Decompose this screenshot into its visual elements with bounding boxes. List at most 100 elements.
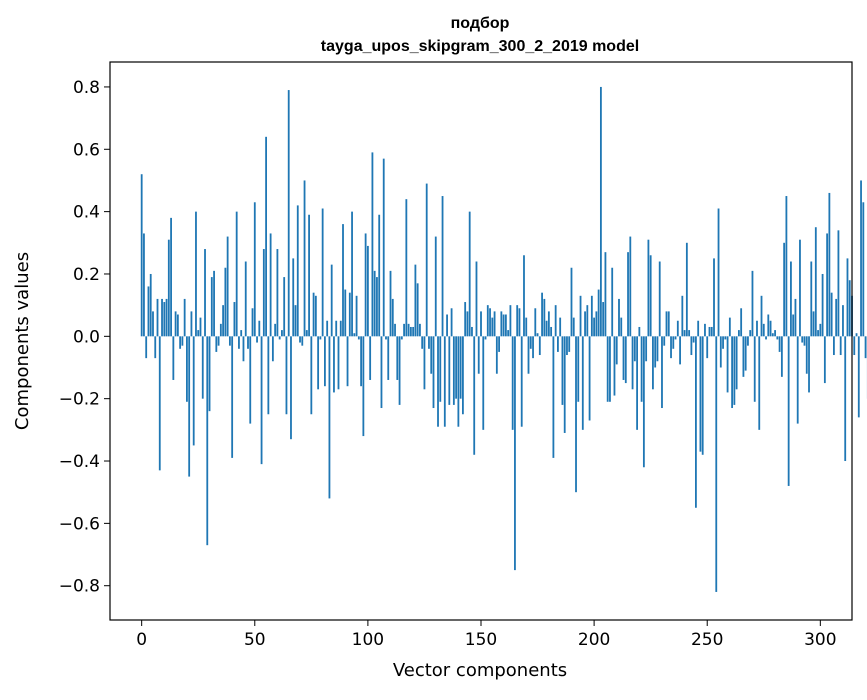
- bar-240: [684, 330, 686, 336]
- bar-106: [381, 336, 383, 408]
- y-tick-label: −0.2: [59, 390, 100, 410]
- bar-12: [168, 240, 170, 337]
- bar-271: [754, 336, 756, 401]
- bar-263: [736, 336, 738, 389]
- bar-229: [659, 262, 661, 337]
- y-tick-label: −0.6: [59, 514, 100, 534]
- bar-204: [602, 302, 604, 336]
- bar-297: [813, 311, 815, 336]
- bar-10: [163, 302, 165, 336]
- bar-287: [790, 262, 792, 337]
- bar-217: [632, 336, 634, 389]
- bar-126: [426, 184, 428, 337]
- bar-172: [530, 336, 532, 348]
- bar-1: [143, 233, 145, 336]
- bar-248: [702, 336, 704, 454]
- bar-20: [186, 336, 188, 401]
- bar-254: [715, 336, 717, 592]
- bar-284: [783, 243, 785, 337]
- bar-225: [650, 255, 652, 336]
- bar-299: [817, 330, 819, 336]
- bar-267: [745, 336, 747, 370]
- y-tick-label: 0.2: [73, 265, 100, 285]
- bar-196: [584, 311, 586, 336]
- bar-99: [365, 233, 367, 336]
- bar-137: [451, 308, 453, 336]
- bar-286: [788, 336, 790, 486]
- bar-220: [638, 327, 640, 336]
- bar-174: [534, 308, 536, 336]
- bar-268: [747, 336, 749, 345]
- plot-frame: [110, 62, 852, 620]
- bar-151: [482, 336, 484, 430]
- bar-43: [238, 336, 240, 348]
- bar-65: [288, 90, 290, 336]
- bar-255: [718, 209, 720, 337]
- bar-66: [290, 336, 292, 439]
- bar-253: [713, 258, 715, 336]
- bar-168: [521, 336, 523, 426]
- bar-261: [731, 336, 733, 408]
- bar-270: [752, 271, 754, 336]
- bar-112: [394, 324, 396, 336]
- bar-91: [347, 336, 349, 386]
- bar-258: [724, 336, 726, 339]
- bar-149: [478, 336, 480, 373]
- bar-8: [159, 336, 161, 470]
- bar-213: [623, 336, 625, 380]
- y-tick-label: 0.4: [73, 203, 100, 223]
- bar-146: [471, 327, 473, 336]
- bar-136: [448, 336, 450, 405]
- bar-274: [761, 296, 763, 337]
- bar-200: [593, 318, 595, 337]
- bar-260: [729, 318, 731, 337]
- bar-46: [245, 262, 247, 337]
- bar-33: [215, 336, 217, 352]
- bar-84: [331, 265, 333, 337]
- bar-230: [661, 336, 663, 408]
- bar-280: [774, 330, 776, 336]
- bar-163: [510, 305, 512, 336]
- bar-111: [392, 299, 394, 336]
- bar-51: [256, 336, 258, 342]
- bar-141: [460, 336, 462, 398]
- bar-209: [614, 336, 616, 395]
- bar-242: [688, 330, 690, 336]
- bar-39: [229, 336, 231, 345]
- bar-185: [559, 318, 561, 337]
- chart-subtitle: tayga_upos_skipgram_300_2_2019 model: [321, 38, 639, 55]
- bar-292: [801, 336, 803, 342]
- bar-190: [571, 268, 573, 337]
- bar-147: [473, 336, 475, 454]
- bar-45: [243, 336, 245, 361]
- bar-81: [324, 336, 326, 386]
- bar-197: [586, 305, 588, 336]
- bar-313: [849, 280, 851, 336]
- y-tick-label: 0.8: [73, 78, 100, 98]
- bar-115: [401, 336, 403, 339]
- bar-108: [385, 336, 387, 339]
- bar-272: [756, 321, 758, 337]
- bar-283: [781, 336, 783, 377]
- bar-269: [749, 330, 751, 336]
- bar-127: [428, 336, 430, 348]
- bar-194: [580, 296, 582, 337]
- bar-145: [469, 212, 471, 337]
- bar-58: [272, 336, 274, 361]
- bar-233: [668, 311, 670, 336]
- bar-186: [562, 336, 564, 405]
- bar-317: [858, 336, 860, 417]
- bar-79: [319, 336, 321, 339]
- bar-90: [344, 290, 346, 337]
- bar-191: [573, 318, 575, 337]
- bars-group: [141, 87, 867, 592]
- bar-134: [444, 336, 446, 426]
- bar-289: [795, 299, 797, 336]
- bar-276: [765, 336, 767, 339]
- bar-50: [254, 202, 256, 336]
- y-tick-label: −0.4: [59, 452, 100, 472]
- bar-296: [810, 262, 812, 337]
- bar-159: [500, 311, 502, 336]
